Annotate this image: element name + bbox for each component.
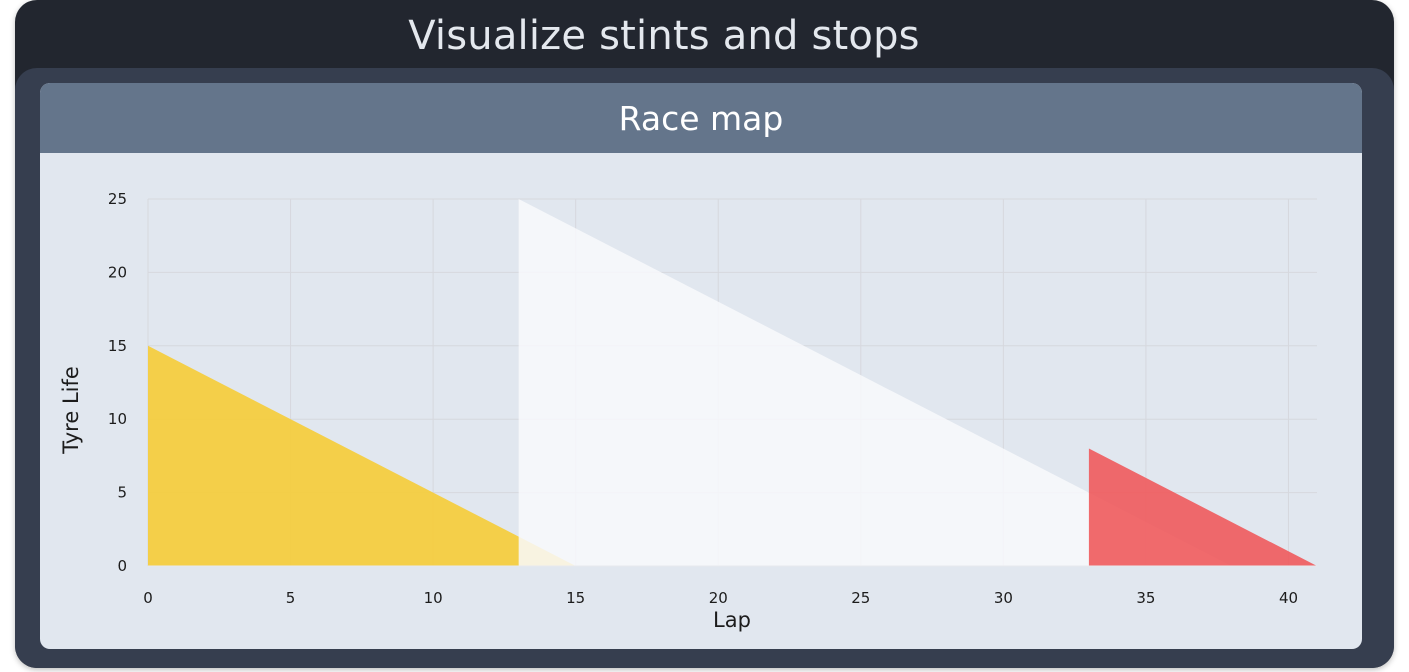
x-tick-label: 5 xyxy=(286,589,296,607)
main-panel: Race map 0 5 10 15 20 25 30 35 40 0 5 10 15 20 25 Lap… xyxy=(15,68,1394,668)
x-tick-labels: 0 5 10 15 20 25 30 35 40 xyxy=(143,589,1298,607)
y-axis-title: Tyre Life xyxy=(59,366,83,455)
y-tick-label: 20 xyxy=(108,263,127,281)
x-tick-label: 15 xyxy=(566,589,585,607)
app-title: Visualize stints and stops xyxy=(408,13,920,59)
y-tick-labels: 0 5 10 15 20 25 xyxy=(108,190,127,575)
x-tick-label: 30 xyxy=(994,589,1013,607)
stint-area-1 xyxy=(148,345,576,566)
stint-area-3 xyxy=(1088,448,1317,566)
y-tick-label: 0 xyxy=(117,557,127,575)
race-map-card: Race map 0 5 10 15 20 25 30 35 40 0 5 10 15 20 25 Lap… xyxy=(40,83,1362,649)
x-tick-label: 25 xyxy=(851,589,870,607)
stint-area-2 xyxy=(518,199,1232,566)
x-tick-label: 10 xyxy=(424,589,443,607)
y-tick-label: 10 xyxy=(108,410,127,428)
y-tick-label: 15 xyxy=(108,337,127,355)
x-tick-label: 20 xyxy=(709,589,728,607)
race-map-chart: 0 5 10 15 20 25 30 35 40 0 5 10 15 20 25 Lap Tyre Lif… xyxy=(59,190,1317,632)
y-tick-label: 25 xyxy=(108,190,127,208)
app-window: Visualize stints and stops Race map 0 5 10… xyxy=(15,0,1394,668)
chart-areas xyxy=(148,199,1317,566)
x-tick-label: 40 xyxy=(1279,589,1298,607)
y-tick-label: 5 xyxy=(117,484,127,502)
x-tick-label: 35 xyxy=(1136,589,1155,607)
card-title: Race map xyxy=(40,83,1362,153)
x-tick-label: 0 xyxy=(143,589,153,607)
x-axis-title: Lap xyxy=(713,608,751,632)
